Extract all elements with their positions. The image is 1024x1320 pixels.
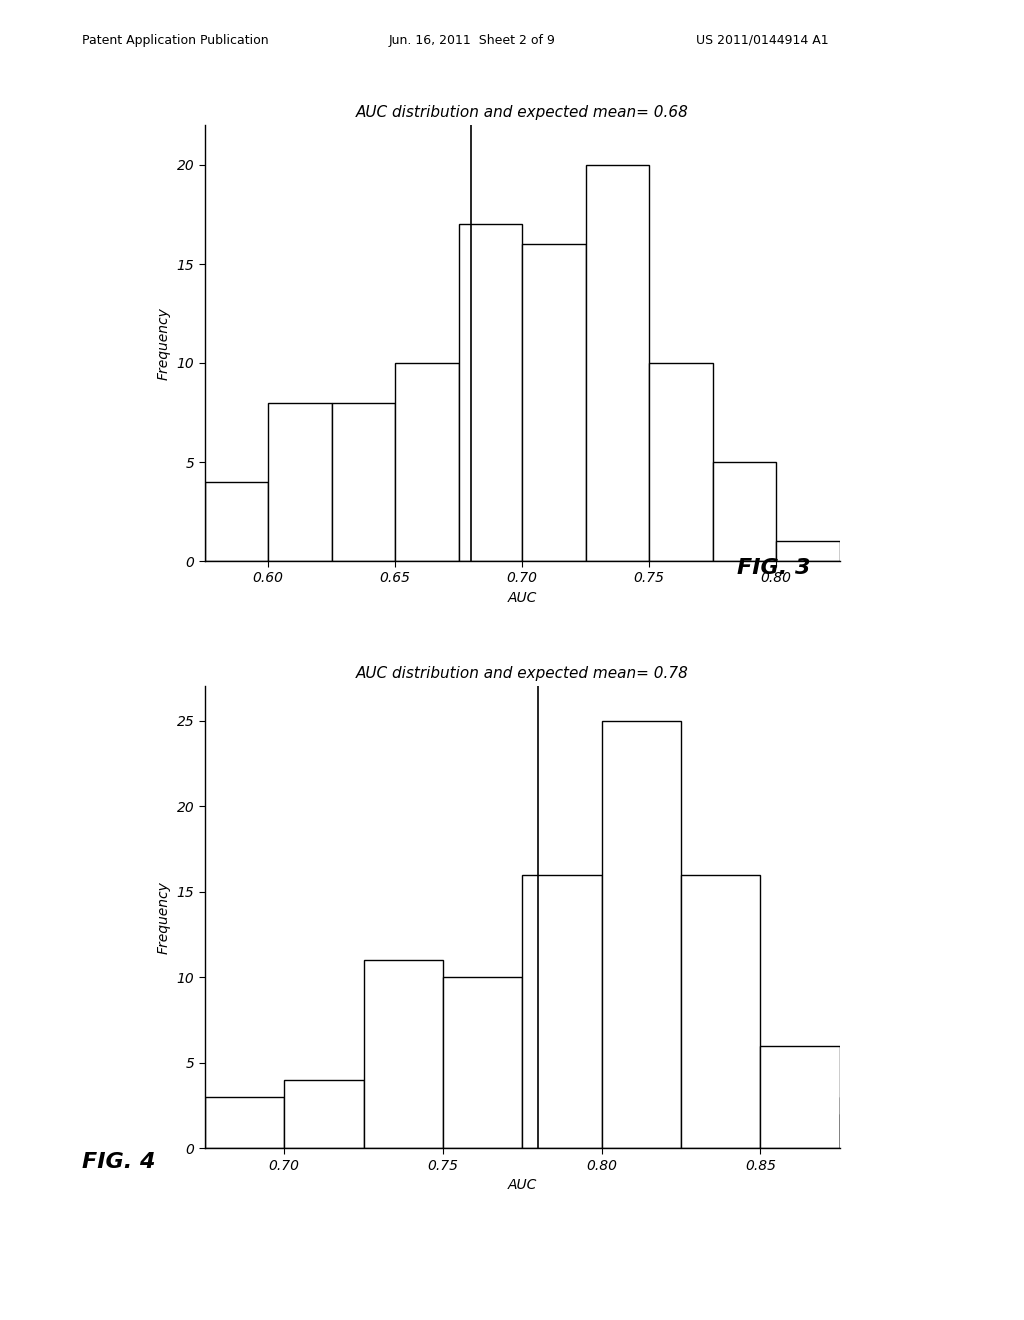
Bar <box>840 1114 920 1148</box>
Bar <box>205 1097 284 1148</box>
X-axis label: AUC: AUC <box>508 1179 537 1192</box>
Text: Jun. 16, 2011  Sheet 2 of 9: Jun. 16, 2011 Sheet 2 of 9 <box>389 33 556 46</box>
Bar <box>459 224 522 561</box>
Text: US 2011/0144914 A1: US 2011/0144914 A1 <box>696 33 829 46</box>
Bar <box>268 403 332 561</box>
Y-axis label: Frequency: Frequency <box>157 880 171 954</box>
Bar <box>522 875 602 1148</box>
Bar <box>681 875 760 1148</box>
Bar <box>395 363 459 561</box>
Bar <box>649 363 713 561</box>
Text: FIG. 3: FIG. 3 <box>737 558 811 578</box>
Title: AUC distribution and expected mean= 0.68: AUC distribution and expected mean= 0.68 <box>355 106 689 120</box>
Text: Patent Application Publication: Patent Application Publication <box>82 33 268 46</box>
Bar <box>840 1097 920 1148</box>
Text: FIG. 4: FIG. 4 <box>82 1152 156 1172</box>
Bar <box>522 244 586 561</box>
Bar <box>364 960 442 1148</box>
Bar <box>442 977 522 1148</box>
Bar <box>776 541 840 561</box>
Bar <box>332 403 395 561</box>
Title: AUC distribution and expected mean= 0.78: AUC distribution and expected mean= 0.78 <box>355 667 689 681</box>
Bar <box>205 482 268 561</box>
Y-axis label: Frequency: Frequency <box>157 306 171 380</box>
Bar <box>284 1080 364 1148</box>
Bar <box>760 1045 840 1148</box>
Bar <box>602 721 681 1148</box>
Bar <box>586 165 649 561</box>
X-axis label: AUC: AUC <box>508 591 537 605</box>
Bar <box>713 462 776 561</box>
